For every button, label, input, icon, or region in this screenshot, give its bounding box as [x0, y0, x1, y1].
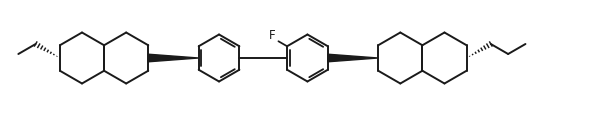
Polygon shape: [148, 55, 198, 62]
Polygon shape: [328, 55, 378, 62]
Text: F: F: [269, 28, 275, 41]
